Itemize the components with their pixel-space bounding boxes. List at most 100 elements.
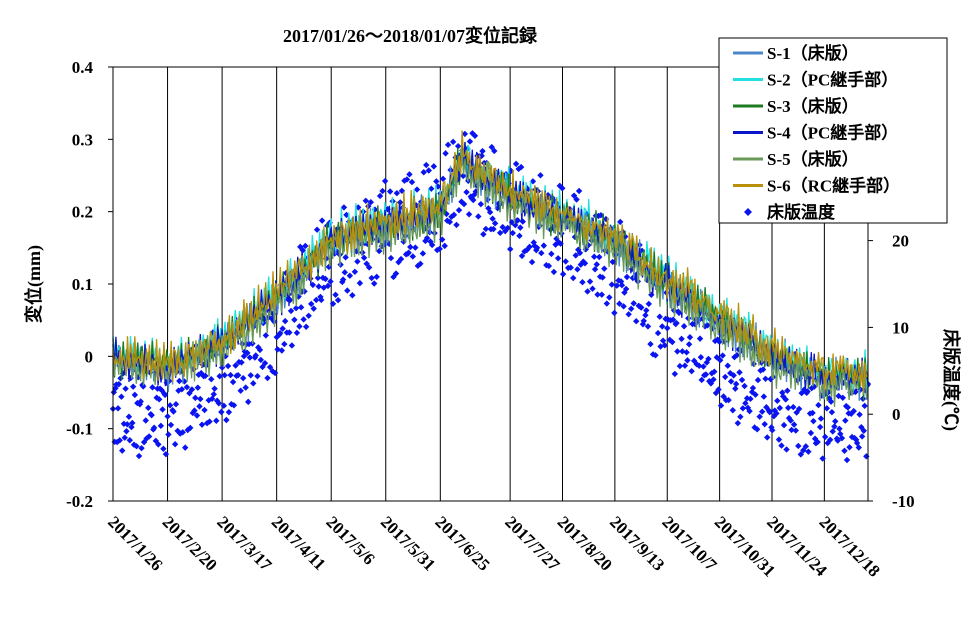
temperature-point bbox=[210, 391, 217, 398]
temperature-point bbox=[140, 383, 147, 390]
temperature-point bbox=[606, 294, 613, 301]
temperature-point bbox=[788, 426, 795, 434]
temperature-point bbox=[669, 316, 677, 323]
temperature-point bbox=[809, 409, 816, 417]
temperature-point bbox=[617, 218, 624, 226]
temperature-point bbox=[123, 428, 130, 435]
temperature-point bbox=[842, 417, 849, 424]
temperature-point bbox=[271, 369, 279, 377]
temperature-point bbox=[202, 372, 209, 380]
temperature-point bbox=[673, 319, 680, 327]
temperature-point bbox=[224, 362, 232, 370]
temperature-point bbox=[329, 300, 337, 308]
temperature-point bbox=[585, 241, 592, 249]
temperature-point bbox=[759, 366, 767, 373]
temperature-point bbox=[332, 291, 339, 298]
x-tick-label: 2017/1/26 bbox=[104, 512, 166, 574]
temperature-point bbox=[287, 307, 295, 315]
temperature-point bbox=[480, 231, 487, 238]
temperature-point bbox=[733, 351, 741, 359]
temperature-point bbox=[425, 167, 432, 174]
y2-tick-label: -10 bbox=[892, 492, 915, 511]
temperature-point bbox=[791, 350, 799, 358]
temperature-point bbox=[742, 400, 749, 407]
temperature-point bbox=[671, 370, 679, 378]
temperature-point bbox=[853, 436, 860, 444]
temperature-point bbox=[261, 359, 269, 367]
temperature-point bbox=[780, 421, 788, 429]
temperature-point bbox=[386, 188, 394, 195]
temperature-point bbox=[781, 361, 789, 369]
temperature-point bbox=[622, 285, 630, 293]
temperature-point bbox=[575, 187, 583, 195]
temperature-point bbox=[669, 338, 676, 346]
temperature-point bbox=[441, 242, 448, 250]
temperature-point bbox=[305, 312, 312, 319]
temperature-point bbox=[354, 258, 361, 265]
temperature-point bbox=[155, 441, 162, 448]
temperature-point bbox=[423, 234, 431, 242]
temperature-point bbox=[597, 212, 605, 219]
temperature-point bbox=[722, 373, 729, 381]
temperature-point bbox=[836, 425, 843, 432]
temperature-point bbox=[591, 266, 599, 273]
temperature-point bbox=[601, 265, 608, 272]
temperature-point bbox=[229, 378, 237, 386]
temperature-point bbox=[339, 276, 347, 283]
temperature-point bbox=[681, 362, 689, 369]
temperature-point bbox=[795, 405, 803, 413]
temperature-point bbox=[716, 338, 723, 345]
y2-tick-label: 0 bbox=[892, 405, 901, 424]
temperature-point bbox=[150, 424, 158, 431]
temperature-point bbox=[342, 254, 349, 261]
temperature-point bbox=[499, 223, 506, 231]
left-y-axis-title: 変位(mm) bbox=[23, 245, 45, 323]
temperature-point bbox=[407, 243, 414, 251]
temperature-point bbox=[422, 237, 429, 245]
temperature-point bbox=[322, 275, 329, 283]
temperature-point bbox=[623, 273, 631, 281]
temperature-point bbox=[466, 138, 474, 145]
temperature-point bbox=[302, 242, 309, 250]
temperature-point bbox=[288, 342, 296, 349]
temperature-point bbox=[191, 407, 198, 414]
temperature-point bbox=[227, 371, 234, 379]
temperature-point bbox=[197, 395, 204, 403]
temperature-point bbox=[213, 417, 220, 424]
temperature-point bbox=[659, 323, 666, 330]
temperature-point bbox=[412, 244, 419, 251]
temperature-point bbox=[548, 250, 555, 258]
temperature-point bbox=[652, 352, 659, 359]
y-tick-label: 0 bbox=[85, 347, 94, 366]
x-tick-label: 2017/10/7 bbox=[658, 512, 721, 575]
temperature-point bbox=[691, 320, 699, 328]
temperature-point bbox=[188, 386, 196, 393]
temperature-point bbox=[367, 198, 375, 206]
temperature-point bbox=[697, 354, 705, 361]
temperature-point bbox=[855, 444, 862, 451]
temperature-point bbox=[196, 403, 203, 410]
temperature-point bbox=[643, 307, 650, 314]
legend-label: S-2（PC継手部） bbox=[767, 70, 898, 90]
temperature-point bbox=[216, 372, 223, 380]
temperature-point bbox=[827, 436, 834, 443]
temperature-point bbox=[741, 382, 748, 390]
temperature-point bbox=[633, 317, 640, 325]
temperature-point bbox=[732, 380, 740, 388]
temperature-point bbox=[495, 200, 502, 207]
y-tick-label: -0.1 bbox=[66, 420, 93, 439]
temperature-point bbox=[579, 279, 586, 286]
temperature-point bbox=[559, 185, 566, 192]
temperature-point bbox=[247, 372, 254, 379]
temperature-point bbox=[427, 238, 434, 245]
temperature-point bbox=[613, 282, 621, 289]
temperature-point bbox=[479, 147, 486, 155]
temperature-point bbox=[470, 196, 477, 204]
temperature-point bbox=[621, 289, 628, 296]
temperature-point bbox=[583, 210, 590, 218]
temperature-point bbox=[790, 421, 798, 428]
temperature-point bbox=[256, 346, 264, 354]
temperature-point bbox=[775, 436, 783, 443]
temperature-point bbox=[675, 309, 683, 317]
temperature-point bbox=[176, 377, 183, 385]
